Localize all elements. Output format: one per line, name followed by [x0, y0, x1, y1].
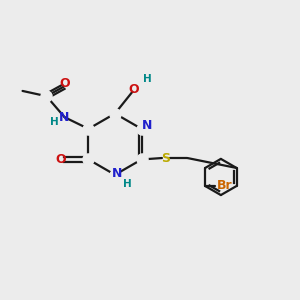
Text: H: H	[143, 74, 152, 83]
Text: S: S	[161, 152, 170, 164]
Text: N: N	[59, 111, 70, 124]
Text: O: O	[129, 83, 139, 96]
Text: H: H	[123, 178, 132, 188]
Text: O: O	[56, 153, 66, 166]
Text: H: H	[50, 117, 59, 128]
Text: N: N	[142, 119, 152, 132]
Text: O: O	[59, 77, 70, 90]
Text: N: N	[112, 167, 122, 180]
Text: Br: Br	[217, 179, 233, 192]
